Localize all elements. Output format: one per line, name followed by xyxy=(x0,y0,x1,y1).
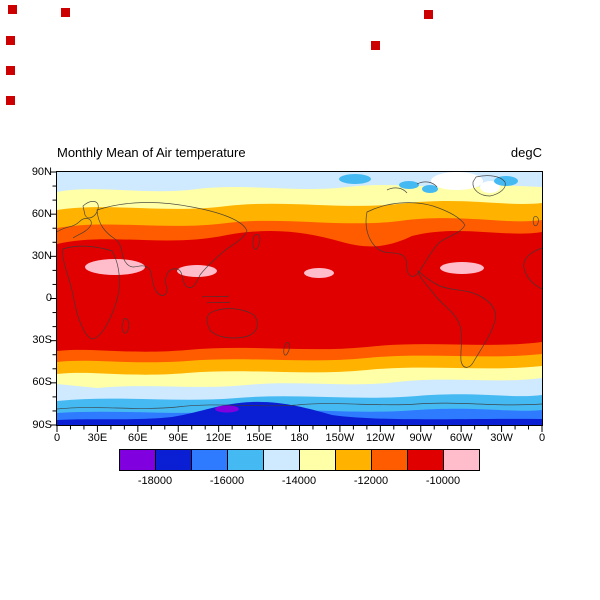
coast-new-zealand xyxy=(283,342,290,356)
x-tick-label: 30E xyxy=(87,432,108,444)
colorbar-box xyxy=(119,449,156,471)
coast-antarctica xyxy=(57,402,542,410)
coast-africa xyxy=(62,245,120,340)
warm-patch xyxy=(85,259,145,275)
chart-title: Monthly Mean of Air temperature xyxy=(57,145,246,160)
coastlines xyxy=(57,175,542,410)
coast-japan xyxy=(252,233,261,250)
map-warm-patches xyxy=(85,259,484,278)
y-tick-label: 60S xyxy=(32,376,52,389)
coast-asia xyxy=(96,202,248,296)
colorbar-box xyxy=(335,449,372,471)
colorbar-box xyxy=(407,449,444,471)
arctic-cold-patch xyxy=(494,176,518,186)
warm-patch xyxy=(440,262,484,274)
contour-map xyxy=(57,172,542,425)
arctic-cold-patch xyxy=(422,185,438,193)
red-square-marker xyxy=(6,66,15,75)
arctic-ice-patches xyxy=(431,172,500,193)
colorbar-tick-label: -14000 xyxy=(281,475,317,487)
x-tick-label: 150E xyxy=(246,432,272,444)
map-band-south-darkblue xyxy=(57,401,542,425)
red-square-marker xyxy=(424,10,433,19)
y-tick-label: 60N xyxy=(31,207,52,220)
units-label: degC xyxy=(510,145,542,160)
map-band-red xyxy=(57,230,542,352)
arctic-cold-patch xyxy=(399,181,419,189)
y-tick-label: 30S xyxy=(32,334,52,347)
colorbar-tick-label: -12000 xyxy=(353,475,389,487)
red-square-marker xyxy=(61,8,70,17)
colorbar-tick-label: -10000 xyxy=(425,475,461,487)
plot-frame xyxy=(56,171,543,426)
red-square-marker xyxy=(6,36,15,45)
y-tick-label: 90N xyxy=(31,165,52,178)
colorbar-box xyxy=(227,449,264,471)
coast-madagascar xyxy=(121,318,130,334)
coast-west-africa xyxy=(523,247,542,290)
red-square-marker xyxy=(6,96,15,105)
colorbar-box xyxy=(191,449,228,471)
x-tick-label: 150W xyxy=(325,432,355,444)
warm-patch xyxy=(177,265,217,277)
greenland-ice xyxy=(431,172,483,190)
colorbar-box xyxy=(155,449,192,471)
x-tick-label: 120E xyxy=(205,432,232,444)
x-tick-label: 30W xyxy=(490,432,513,444)
colorbar-box xyxy=(371,449,408,471)
coast-europe xyxy=(57,218,92,239)
x-tick-label: 0 xyxy=(538,432,546,444)
colorbar-box xyxy=(299,449,336,471)
coast-arctic-islands xyxy=(386,181,438,194)
warm-patch xyxy=(304,268,334,278)
x-tick-label: 180 xyxy=(290,432,309,444)
arctic-cold-patches xyxy=(339,174,518,193)
map-cold-spot xyxy=(215,405,239,413)
x-tick-label: 90E xyxy=(168,432,189,444)
coast-scandinavia xyxy=(82,201,99,219)
coast-greenland xyxy=(472,175,506,197)
coast-indonesia xyxy=(201,295,231,304)
coast-north-america xyxy=(365,202,466,277)
colorbar-boxes xyxy=(119,449,480,471)
colorbar-box xyxy=(443,449,480,471)
x-tick-label: 0 xyxy=(53,432,61,444)
x-tick-label: 60W xyxy=(449,432,473,444)
x-tick-label: 60E xyxy=(128,432,148,444)
coast-uk xyxy=(532,216,539,227)
colorbar-box xyxy=(263,449,300,471)
colorbar-tick-label: -18000 xyxy=(137,475,173,487)
red-square-marker xyxy=(8,5,17,14)
arctic-cold-patch xyxy=(339,174,371,184)
y-tick-label: 90S xyxy=(32,418,52,431)
y-tick-label: 30N xyxy=(31,249,52,262)
arctic-ice xyxy=(480,181,500,193)
y-tick-label: 0 xyxy=(45,292,52,304)
x-tick-label: 120W xyxy=(365,432,395,444)
coast-south-america xyxy=(417,270,496,368)
x-tick-label: 90W xyxy=(409,432,433,444)
colorbar-tick-label: -16000 xyxy=(209,475,245,487)
coast-australia xyxy=(206,308,258,339)
red-square-marker xyxy=(371,41,380,50)
